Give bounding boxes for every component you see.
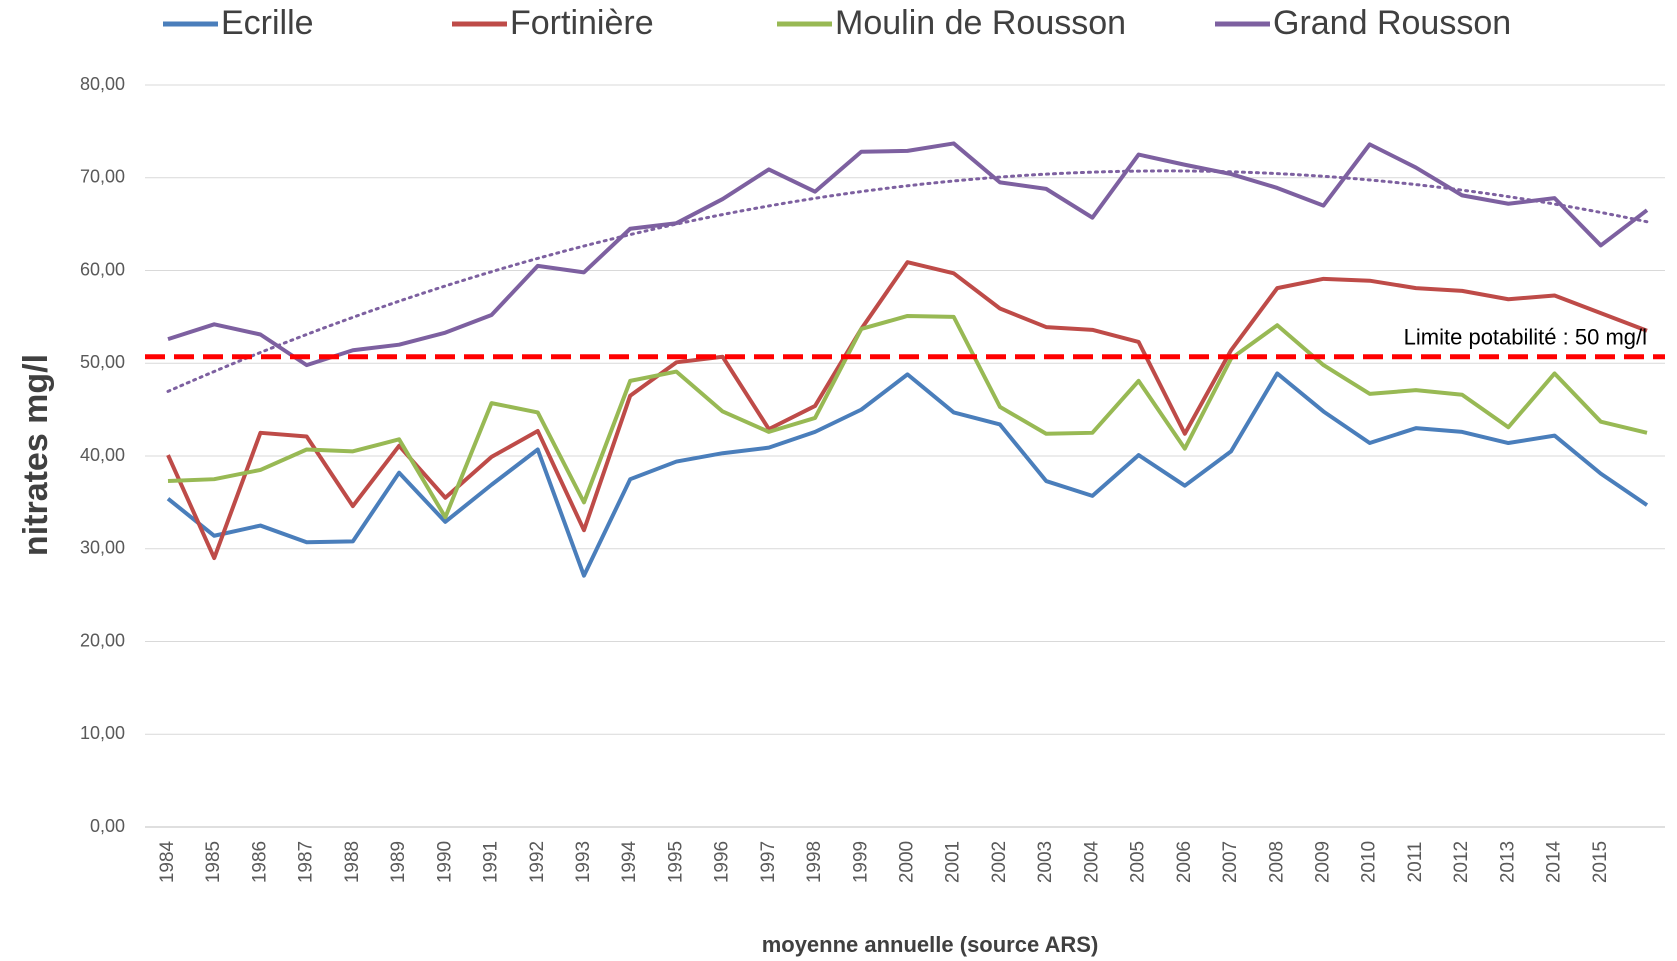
x-tick-label: 2005 — [1128, 841, 1149, 883]
y-axis-title: nitrates mg/l — [17, 354, 55, 556]
x-tick-label: 1999 — [850, 841, 871, 883]
x-tick-label: 2003 — [1035, 841, 1056, 883]
series-line — [166, 371, 1649, 578]
x-tick-label: 1990 — [434, 841, 455, 883]
x-tick-label: 1985 — [203, 841, 224, 883]
series-line — [167, 313, 1648, 520]
x-tick-label: 1984 — [157, 840, 178, 883]
y-tick-label: 30,00 — [80, 538, 125, 558]
x-tick-label: 2004 — [1081, 840, 1102, 883]
threshold-label: Limite potabilité : 50 mg/l — [1404, 325, 1647, 350]
legend-label: Moulin de Rousson — [835, 4, 1126, 42]
x-axis-title: moyenne annuelle (source ARS) — [762, 932, 1099, 957]
x-tick-label: 1989 — [388, 841, 409, 883]
x-tick-label: 2007 — [1220, 841, 1241, 883]
x-tick-label: 1993 — [573, 841, 594, 883]
series-line — [166, 260, 1648, 561]
x-tick-label: 2012 — [1451, 841, 1472, 883]
x-tick-label: 1987 — [296, 841, 317, 883]
x-tick-label: 1988 — [342, 841, 363, 883]
y-tick-label: 50,00 — [80, 352, 125, 372]
legend-label: Grand Rousson — [1273, 4, 1511, 42]
x-tick-label: 2006 — [1174, 841, 1195, 883]
y-tick-label: 20,00 — [80, 630, 125, 650]
x-tick-label: 2000 — [897, 841, 918, 883]
x-tick-label: 1998 — [804, 841, 825, 883]
x-tick-label: 1995 — [665, 841, 686, 883]
y-tick-label: 70,00 — [80, 167, 125, 187]
y-tick-label: 40,00 — [80, 445, 125, 465]
x-tick-label: 2008 — [1266, 841, 1287, 883]
x-tick-label: 2001 — [943, 841, 964, 883]
legend-label: Ecrille — [221, 4, 314, 42]
x-tick-label: 2011 — [1405, 842, 1426, 883]
trendline — [166, 169, 1649, 393]
y-tick-label: 0,00 — [90, 816, 125, 836]
x-tick-label: 2002 — [989, 841, 1010, 883]
x-tick-label: 2010 — [1359, 841, 1380, 883]
x-tick-label: 1997 — [758, 841, 779, 883]
x-tick-label: 2014 — [1544, 840, 1565, 883]
x-tick-label: 2015 — [1590, 841, 1611, 883]
x-tick-label: 1994 — [619, 840, 640, 883]
y-tick-label: 80,00 — [80, 74, 125, 94]
legend-label: Fortinière — [510, 4, 654, 42]
x-tick-label: 1996 — [712, 841, 733, 883]
x-tick-label: 1986 — [249, 841, 270, 883]
x-tick-label: 2013 — [1497, 841, 1518, 883]
y-tick-label: 60,00 — [80, 259, 125, 279]
x-tick-label: 1991 — [481, 841, 502, 883]
y-tick-label: 10,00 — [80, 723, 125, 743]
series-line — [167, 141, 1649, 368]
x-tick-label: 2009 — [1312, 841, 1333, 883]
x-tick-label: 1992 — [527, 841, 548, 883]
